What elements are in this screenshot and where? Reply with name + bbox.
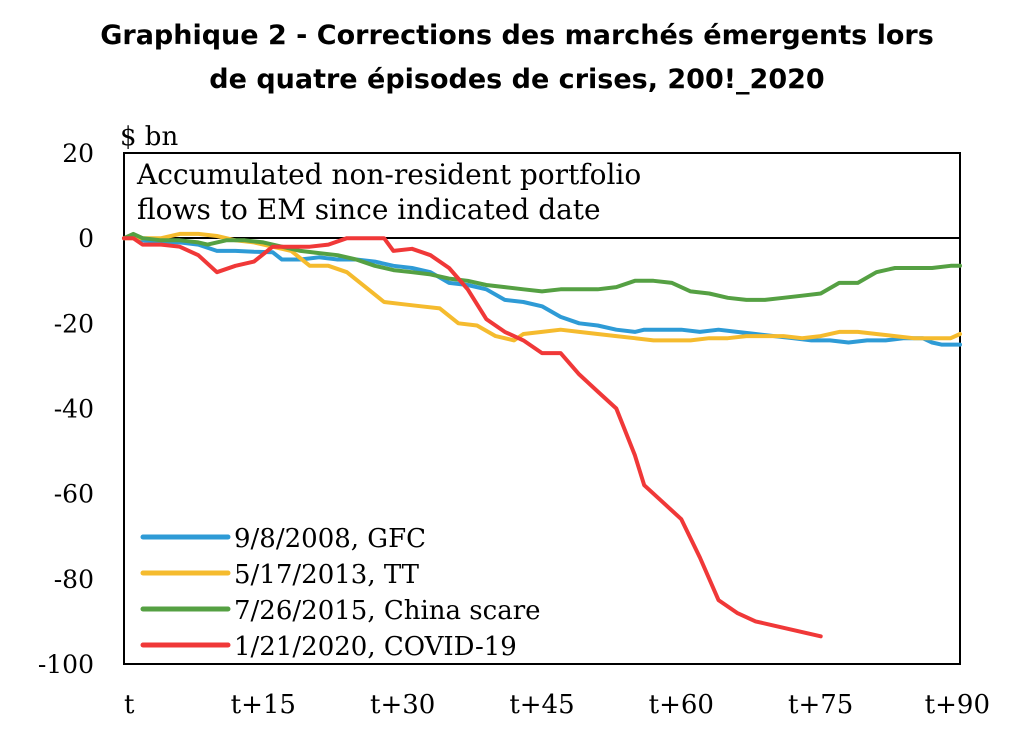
chart-title-line2: de quatre épisodes de crises, 200!_2020 — [209, 64, 825, 95]
y-tick-label: -40 — [54, 395, 94, 424]
series-lines — [122, 231, 962, 639]
x-tick-label: t+30 — [370, 690, 435, 720]
legend: 9/8/2008, GFC 5/17/2013, TT 7/26/2015, Chi… — [140, 524, 541, 662]
x-tick-label: t — [124, 690, 135, 720]
annotation-line2: flows to EM since indicated date — [137, 193, 601, 226]
legend-label: 7/26/2015, China scare — [234, 596, 541, 626]
x-tick-label: t+60 — [649, 690, 714, 720]
legend-label: 9/8/2008, GFC — [234, 524, 426, 554]
y-tick-label: -60 — [54, 480, 94, 509]
plot-area-frame — [123, 152, 961, 665]
x-tick-label: t+15 — [231, 690, 296, 720]
y-tick-label: -80 — [54, 565, 94, 594]
series-line-0 — [122, 234, 962, 347]
x-tick-label: t+45 — [509, 690, 574, 720]
legend-label: 1/21/2020, COVID-19 — [234, 632, 517, 662]
y-tick-label: 20 — [62, 139, 94, 168]
x-tick-label: t+75 — [788, 690, 853, 720]
y-tick-label: 0 — [78, 224, 94, 253]
series-line-2 — [122, 231, 962, 302]
legend-label: 5/17/2013, TT — [234, 560, 420, 590]
annotation-line1: Accumulated non-resident portfolio — [136, 158, 641, 191]
y-tick-label: -100 — [38, 650, 94, 679]
x-axis: t t+15 t+30 t+45 t+60 t+75 t+90 — [124, 690, 990, 720]
chart-title-line1: Graphique 2 - Corrections des marchés ém… — [100, 20, 934, 51]
chart-title: Graphique 2 - Corrections des marchés ém… — [0, 14, 1034, 102]
x-tick-label: t+90 — [925, 690, 990, 720]
series-line-3 — [122, 236, 823, 639]
y-axis: 20 0 -20 -40 -60 -80 -100 — [38, 139, 94, 679]
unit-label: $ bn — [120, 122, 178, 152]
y-tick-label: -20 — [54, 309, 94, 338]
